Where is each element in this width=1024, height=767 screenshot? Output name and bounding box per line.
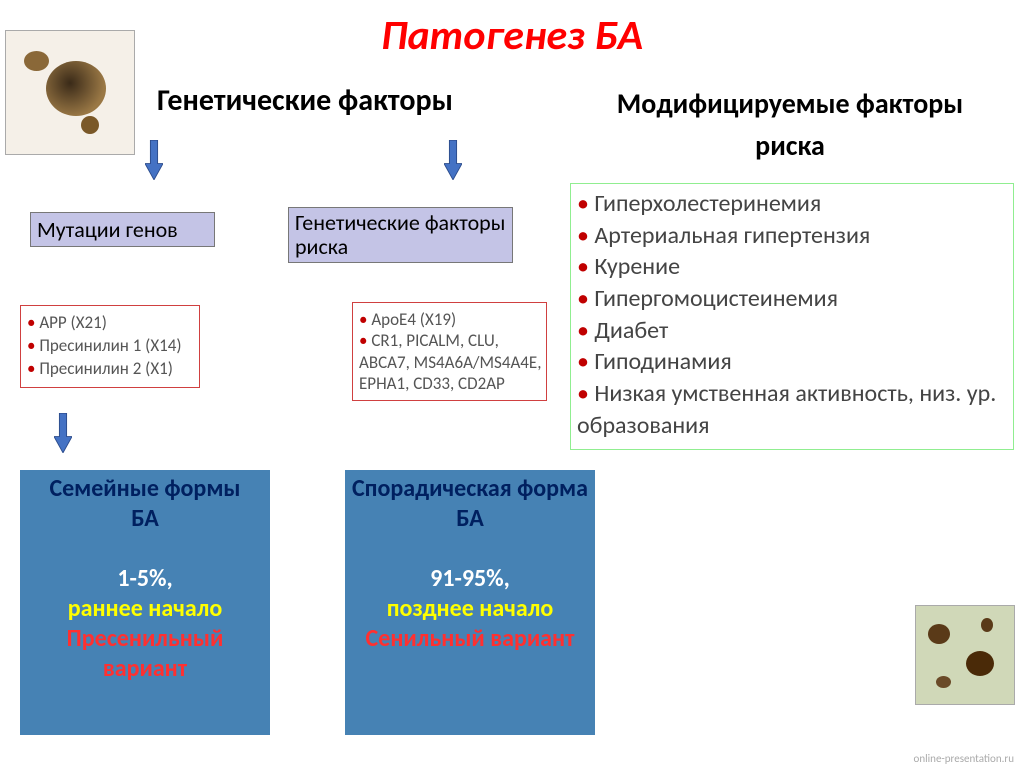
mutations-list-box: APP (Х21)Пресинилин 1 (X14)Пресинилин 2 … <box>20 305 200 388</box>
sporadic-onset: позднее начало <box>345 594 595 624</box>
list-item: Диабет <box>577 315 1007 347</box>
heading-genetic-factors: Генетические факторы <box>130 78 480 123</box>
familial-variant-line1: Пресенильный <box>67 624 224 653</box>
copyright-text: online-presentation.ru <box>914 752 1014 765</box>
label-genetic-risk-factors: Генетические факторы риска <box>288 207 513 263</box>
sporadic-percentage: 91-95%, <box>345 564 595 594</box>
down-arrow-icon <box>444 140 462 180</box>
list-item: APP (Х21) <box>27 312 199 335</box>
heading-modifiable-risk: Модифицируемые факторы риска <box>580 83 1000 167</box>
sporadic-variant-line1: Сенильный вариант <box>366 624 575 653</box>
list-item: CR1, PICALM, CLU, ABCA7, MS4A6A/MS4A4E, … <box>359 330 546 394</box>
familial-percentage: 1-5%, <box>20 564 270 594</box>
modifiable-risk-list-box: ГиперхолестеринемияАртериальная гипертен… <box>570 183 1014 450</box>
down-arrow-icon <box>54 413 72 453</box>
list-item: Пресинилин 1 (X14) <box>27 335 199 358</box>
familial-variant-line2: вариант <box>103 654 187 683</box>
familial-form-box: Семейные формы БА 1-5%, раннее начало Пр… <box>20 470 270 735</box>
list-item: Низкая умственная активность, низ. ур. о… <box>577 378 1007 441</box>
sporadic-title-line1: Спорадическая форма <box>352 474 588 503</box>
familial-onset: раннее начало <box>20 594 270 624</box>
list-item: Гиперхолестеринемия <box>577 188 1007 220</box>
histology-image-bottom-right <box>915 605 1015 705</box>
list-item: Курение <box>577 251 1007 283</box>
list-item: Пресинилин 2 (X1) <box>27 358 199 381</box>
list-item: Артериальная гипертензия <box>577 220 1007 252</box>
down-arrow-icon <box>145 140 163 180</box>
genetic-risk-list-box: ApoE4 (X19)CR1, PICALM, CLU, ABCA7, MS4A… <box>352 302 547 401</box>
list-item: Гипергомоцистеинемия <box>577 283 1007 315</box>
label-gene-mutations: Мутации генов <box>30 212 215 247</box>
list-item: Гиподинамия <box>577 346 1007 378</box>
familial-title-line1: Семейные формы <box>49 474 240 503</box>
sporadic-title-line2: БА <box>456 504 484 533</box>
sporadic-form-box: Спорадическая форма БА 91-95%, позднее н… <box>345 470 595 735</box>
list-item: ApoE4 (X19) <box>359 309 546 330</box>
familial-title-line2: БА <box>131 504 159 533</box>
slide-title: Патогенез БА <box>0 10 1024 61</box>
